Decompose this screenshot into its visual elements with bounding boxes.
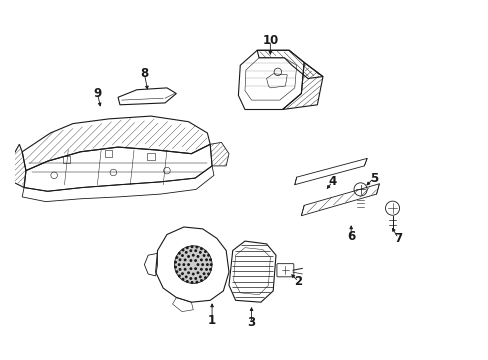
Circle shape <box>199 276 201 278</box>
Circle shape <box>191 282 192 283</box>
Circle shape <box>204 277 206 278</box>
Circle shape <box>195 278 196 279</box>
Circle shape <box>176 271 177 273</box>
Circle shape <box>185 276 186 278</box>
Circle shape <box>184 259 185 261</box>
Circle shape <box>190 250 191 252</box>
Circle shape <box>176 257 177 258</box>
Circle shape <box>205 269 207 270</box>
Circle shape <box>187 272 189 274</box>
Circle shape <box>178 264 180 265</box>
Circle shape <box>174 246 212 283</box>
Text: 7: 7 <box>393 232 402 245</box>
Text: 4: 4 <box>327 175 336 188</box>
Circle shape <box>199 252 201 253</box>
Bar <box>147 153 154 160</box>
Text: 1: 1 <box>207 315 216 328</box>
Circle shape <box>175 261 176 263</box>
Circle shape <box>200 269 202 270</box>
Circle shape <box>206 264 208 265</box>
Circle shape <box>186 281 188 282</box>
Circle shape <box>187 256 189 257</box>
Circle shape <box>201 248 202 249</box>
Circle shape <box>207 273 209 275</box>
Circle shape <box>178 253 180 254</box>
Circle shape <box>196 281 197 283</box>
Circle shape <box>203 255 204 256</box>
Circle shape <box>187 264 189 265</box>
Text: 8: 8 <box>140 67 148 80</box>
Circle shape <box>207 255 209 256</box>
Circle shape <box>200 259 202 261</box>
Circle shape <box>196 246 197 248</box>
Text: 2: 2 <box>294 275 302 288</box>
Circle shape <box>192 255 194 256</box>
Circle shape <box>182 278 183 280</box>
Circle shape <box>203 273 204 274</box>
Circle shape <box>197 272 198 274</box>
Circle shape <box>191 246 192 248</box>
Circle shape <box>202 264 203 265</box>
Circle shape <box>210 264 211 265</box>
Text: 6: 6 <box>346 230 355 243</box>
Circle shape <box>185 252 186 253</box>
Bar <box>105 150 112 157</box>
Circle shape <box>182 249 183 251</box>
Bar <box>62 156 70 163</box>
Circle shape <box>195 268 196 269</box>
Circle shape <box>195 250 196 252</box>
Circle shape <box>178 275 180 276</box>
Text: 3: 3 <box>247 316 255 329</box>
Circle shape <box>192 273 194 275</box>
Circle shape <box>197 264 198 265</box>
Circle shape <box>204 251 206 252</box>
Circle shape <box>190 260 191 261</box>
Circle shape <box>183 264 184 265</box>
Circle shape <box>190 278 191 279</box>
Circle shape <box>175 266 176 268</box>
Circle shape <box>197 256 198 257</box>
Circle shape <box>186 247 188 248</box>
Circle shape <box>209 269 211 270</box>
Circle shape <box>182 255 183 256</box>
Circle shape <box>205 259 207 261</box>
Text: 9: 9 <box>93 87 102 100</box>
Circle shape <box>201 280 202 281</box>
Circle shape <box>182 273 183 274</box>
Circle shape <box>179 269 181 270</box>
Circle shape <box>179 259 181 261</box>
Circle shape <box>184 269 185 270</box>
Text: 5: 5 <box>369 172 377 185</box>
Text: 10: 10 <box>262 34 278 48</box>
Circle shape <box>190 268 191 269</box>
Circle shape <box>209 259 211 261</box>
Circle shape <box>195 260 196 261</box>
